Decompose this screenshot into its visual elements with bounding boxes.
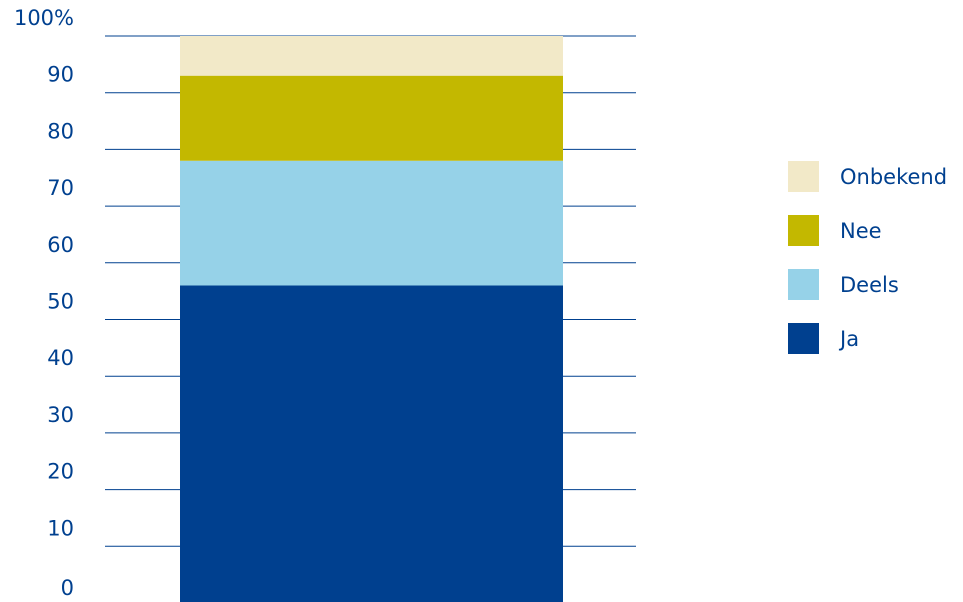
y-tick-label-30: 30 [47,403,74,427]
legend-label-nee: Nee [840,219,882,243]
legend-swatch-ja [788,323,819,354]
y-tick-label-50: 50 [47,290,74,314]
bar-segment-ja [180,285,563,602]
legend-label-ja: Ja [838,327,859,351]
bar-segment-deels [180,160,563,286]
legend-swatch-onbekend [788,161,819,192]
y-tick-label-80: 80 [47,119,74,143]
y-tick-label-90: 90 [47,63,74,87]
bar-segment-onbekend [180,36,563,76]
y-axis-tick-labels: 0 10 20 30 40 50 60 70 80 90 100% [14,6,74,600]
legend-swatch-nee [788,215,819,246]
bar-segment-nee [180,75,563,161]
y-tick-label-40: 40 [47,346,74,370]
y-tick-label-0: 0 [61,576,74,600]
legend-label-onbekend: Onbekend [840,165,947,189]
y-tick-label-70: 70 [47,176,74,200]
y-tick-label-60: 60 [47,233,74,257]
legend-swatch-deels [788,269,819,300]
y-tick-label-10: 10 [47,516,74,540]
y-tick-label-100: 100% [14,6,74,30]
y-tick-label-20: 20 [47,460,74,484]
legend-label-deels: Deels [840,273,899,297]
legend: Onbekend Nee Deels Ja [788,161,947,354]
bar-segments [180,36,563,602]
